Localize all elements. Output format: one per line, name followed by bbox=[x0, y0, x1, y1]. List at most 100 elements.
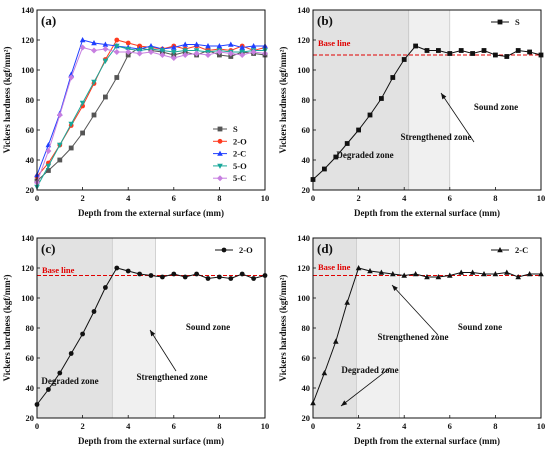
data-point bbox=[469, 269, 476, 275]
panel-label: (b) bbox=[317, 13, 333, 28]
data-point bbox=[56, 112, 63, 118]
plot-frame bbox=[36, 9, 266, 191]
data-point bbox=[205, 52, 211, 58]
x-tick-label: 10 bbox=[537, 421, 546, 431]
y-tick-label: 100 bbox=[297, 293, 310, 303]
data-point bbox=[378, 269, 385, 275]
data-point bbox=[333, 154, 339, 160]
data-point bbox=[401, 272, 407, 278]
data-point bbox=[45, 148, 52, 154]
x-axis-title: Depth from the external surface (mm) bbox=[354, 208, 500, 218]
chart-panel-1: 0 2 4 6 8 10 20 40 60 80 100 120 140 Depth from the e… bbox=[2, 5, 269, 218]
data-point bbox=[217, 274, 222, 280]
arrow-head bbox=[150, 330, 156, 337]
annotation-arrow bbox=[391, 284, 439, 336]
data-point bbox=[79, 100, 86, 106]
data-point bbox=[504, 269, 510, 275]
data-point bbox=[492, 271, 499, 277]
data-point bbox=[239, 52, 246, 58]
y-tick-label: 60 bbox=[26, 353, 35, 363]
legend-marker bbox=[217, 175, 223, 182]
data-point bbox=[458, 269, 464, 275]
data-point bbox=[170, 55, 177, 61]
data-point bbox=[216, 49, 223, 55]
data-point bbox=[114, 265, 120, 271]
y-tick-label: 60 bbox=[302, 125, 311, 135]
data-point bbox=[148, 273, 154, 278]
arrow-head bbox=[341, 400, 348, 406]
strengthened-zone-shade bbox=[112, 238, 156, 418]
data-point bbox=[216, 43, 223, 49]
data-point bbox=[344, 299, 350, 305]
data-point bbox=[251, 276, 256, 281]
data-point bbox=[136, 50, 143, 57]
data-point bbox=[68, 74, 75, 81]
x-tick-label: 4 bbox=[402, 421, 407, 431]
data-point bbox=[447, 51, 453, 56]
data-point bbox=[228, 54, 234, 59]
chart-panel-4: Base line 0 2 4 6 8 10 20 40 60 80 100 120 140 Depth f… bbox=[278, 233, 545, 446]
y-axis-title: Vickers hardness (kgf/mm²) bbox=[278, 47, 288, 154]
x-tick-label: 0 bbox=[35, 193, 39, 203]
legend-marker bbox=[217, 163, 223, 169]
data-point bbox=[515, 274, 521, 280]
x-tick-label: 6 bbox=[172, 193, 176, 203]
data-point bbox=[171, 271, 177, 277]
x-tick-label: 0 bbox=[311, 193, 315, 203]
data-point bbox=[447, 272, 453, 278]
zone-label: Degraded zone bbox=[41, 376, 98, 386]
data-point bbox=[458, 48, 464, 53]
y-tick-label: 80 bbox=[26, 95, 35, 105]
data-point bbox=[239, 44, 245, 50]
data-point bbox=[424, 274, 430, 280]
data-point bbox=[46, 387, 51, 392]
y-tick-label: 40 bbox=[26, 155, 35, 165]
chart-panel-3: Base line 0 2 4 6 8 10 20 40 60 80 100 120 140 Depth f… bbox=[2, 233, 269, 446]
y-tick-label: 20 bbox=[302, 185, 311, 195]
data-point bbox=[526, 271, 533, 277]
data-point bbox=[401, 57, 407, 62]
data-point bbox=[321, 370, 328, 376]
data-point bbox=[102, 58, 109, 64]
data-point bbox=[159, 52, 166, 58]
data-point bbox=[125, 40, 131, 46]
zone-label: Sound zone bbox=[458, 322, 502, 332]
data-point bbox=[125, 268, 131, 274]
y-tick-label: 60 bbox=[302, 353, 311, 363]
zone-label: Degraded zone bbox=[341, 365, 398, 375]
y-tick-label: 140 bbox=[21, 5, 34, 15]
data-point bbox=[527, 49, 532, 55]
baseline-label: Base line bbox=[318, 38, 351, 48]
data-point bbox=[367, 112, 373, 118]
y-tick-label: 100 bbox=[297, 65, 310, 75]
y-tick-label: 40 bbox=[26, 383, 35, 393]
y-tick-label: 120 bbox=[297, 263, 310, 273]
data-point bbox=[367, 268, 373, 274]
data-point bbox=[250, 49, 257, 55]
data-point bbox=[68, 71, 74, 77]
data-point bbox=[103, 94, 108, 100]
legend-label: S bbox=[515, 17, 520, 27]
annotation-arrow bbox=[149, 329, 177, 372]
data-point bbox=[91, 79, 97, 85]
series-line-5-C bbox=[36, 46, 266, 183]
data-point bbox=[481, 48, 487, 53]
data-point bbox=[91, 47, 97, 54]
data-point bbox=[436, 48, 441, 53]
y-tick-label: 20 bbox=[26, 185, 35, 195]
panel-label: (c) bbox=[41, 241, 55, 256]
y-tick-label: 140 bbox=[297, 233, 310, 243]
degraded-zone-shade bbox=[313, 10, 409, 190]
data-point bbox=[193, 41, 200, 47]
x-tick-label: 10 bbox=[261, 421, 270, 431]
data-point bbox=[159, 48, 166, 54]
legend-label: 2-O bbox=[233, 136, 247, 146]
x-tick-label: 8 bbox=[217, 421, 221, 431]
legend-label: 5-C bbox=[233, 173, 246, 183]
legend-label: 2-C bbox=[233, 149, 246, 159]
x-axis-title: Depth from the external surface (mm) bbox=[78, 436, 224, 446]
y-tick-label: 120 bbox=[21, 35, 34, 45]
x-axis-title: Depth from the external surface (mm) bbox=[78, 208, 224, 218]
x-tick-label: 4 bbox=[402, 193, 407, 203]
x-tick-label: 10 bbox=[261, 193, 270, 203]
